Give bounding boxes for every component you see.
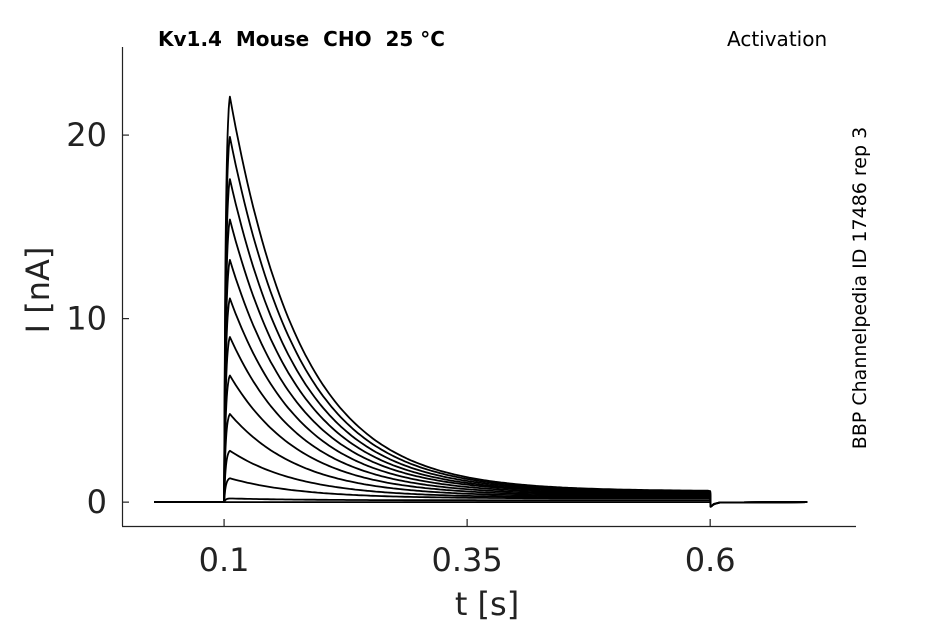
x-axis-label: t [s]	[454, 585, 520, 623]
axis-ticks: 0.1 0.35 0.6 0 10 20	[66, 116, 735, 579]
current-trace-5	[154, 413, 808, 508]
x-tick-label: 0.35	[432, 541, 503, 579]
current-trace-7	[154, 336, 808, 508]
y-axis-label: I [nA]	[19, 246, 57, 334]
current-trace-8	[154, 297, 808, 508]
current-traces	[154, 95, 808, 508]
current-trace-1	[154, 501, 808, 508]
x-tick-label: 0.6	[685, 541, 736, 579]
current-trace-2	[154, 497, 808, 508]
current-trace-9	[154, 259, 808, 508]
current-trace-13	[154, 95, 808, 508]
x-tick-label: 0.1	[199, 541, 250, 579]
y-tick-label: 0	[87, 483, 107, 521]
current-trace-3	[154, 477, 808, 508]
protocol-label: Activation	[727, 27, 828, 51]
chart-title: Kv1.4 Mouse CHO 25 °C	[158, 27, 445, 51]
y-tick-label: 10	[66, 300, 107, 338]
current-trace-11	[154, 178, 808, 508]
current-trace-4	[154, 449, 808, 508]
current-trace-6	[154, 374, 808, 508]
y-tick-label: 20	[66, 116, 107, 154]
